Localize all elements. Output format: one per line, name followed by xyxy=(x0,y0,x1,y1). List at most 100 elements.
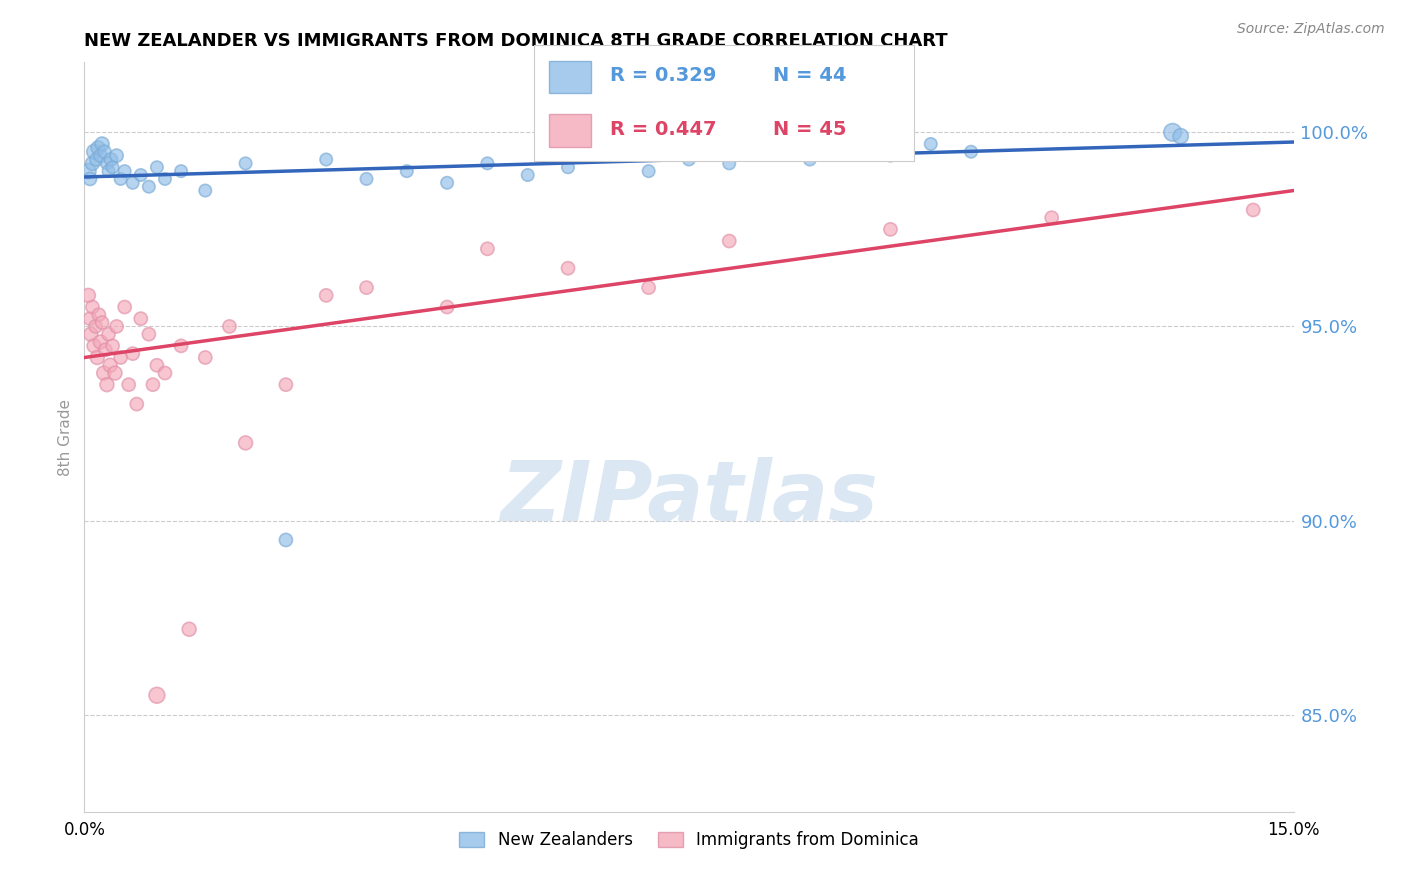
Point xyxy=(218,319,240,334)
Point xyxy=(105,148,128,162)
Point xyxy=(315,288,337,302)
Bar xyxy=(550,61,591,94)
Point xyxy=(121,176,143,190)
Point xyxy=(146,358,169,372)
Point xyxy=(83,339,105,353)
Point xyxy=(146,688,169,702)
Point xyxy=(86,153,108,167)
Point xyxy=(101,161,124,175)
Point xyxy=(125,397,148,411)
Point xyxy=(879,222,901,236)
Point xyxy=(557,261,579,276)
Point xyxy=(557,161,579,175)
Text: ZIPatlas: ZIPatlas xyxy=(501,457,877,538)
Point xyxy=(114,300,136,314)
Text: N = 45: N = 45 xyxy=(773,120,846,139)
Point xyxy=(142,377,165,392)
Point xyxy=(138,179,160,194)
Point xyxy=(91,136,114,151)
Point xyxy=(121,346,143,360)
Point xyxy=(114,164,136,178)
Point xyxy=(356,172,378,186)
Point xyxy=(89,148,111,162)
Point xyxy=(118,377,141,392)
Point xyxy=(97,327,120,342)
Point xyxy=(274,377,297,392)
Point xyxy=(235,156,257,170)
Point xyxy=(100,153,122,167)
Point xyxy=(96,156,118,170)
Point xyxy=(96,377,118,392)
Point xyxy=(395,164,418,178)
Point xyxy=(637,164,659,178)
Point xyxy=(356,280,378,294)
Point xyxy=(79,172,101,186)
Point xyxy=(77,164,100,178)
Point xyxy=(86,351,108,365)
Point xyxy=(194,184,217,198)
Point xyxy=(235,436,257,450)
Point xyxy=(146,161,169,175)
Point xyxy=(315,153,337,167)
Point xyxy=(105,319,128,334)
Point xyxy=(101,339,124,353)
Point xyxy=(960,145,983,159)
Text: N = 44: N = 44 xyxy=(773,66,846,86)
Point xyxy=(477,156,499,170)
Point xyxy=(80,327,103,342)
Point xyxy=(1241,202,1264,217)
Point xyxy=(110,351,132,365)
Point xyxy=(516,168,538,182)
Point xyxy=(129,311,152,326)
Point xyxy=(129,168,152,182)
Point xyxy=(179,622,201,636)
Point xyxy=(1170,129,1192,144)
Point xyxy=(1040,211,1063,225)
Point xyxy=(82,156,104,170)
Point xyxy=(718,156,741,170)
Text: R = 0.447: R = 0.447 xyxy=(610,120,717,139)
Point xyxy=(637,280,659,294)
Point xyxy=(94,343,117,357)
Point xyxy=(436,300,458,314)
Point xyxy=(89,334,111,349)
Point xyxy=(274,533,297,547)
Point xyxy=(153,172,176,186)
Point xyxy=(77,288,100,302)
Point xyxy=(436,176,458,190)
Point xyxy=(79,311,101,326)
Point xyxy=(83,145,105,159)
Point xyxy=(170,164,193,178)
Point xyxy=(153,366,176,380)
Point xyxy=(758,145,780,159)
Point xyxy=(799,153,821,167)
Point xyxy=(110,172,132,186)
Point xyxy=(91,316,114,330)
Point xyxy=(920,136,942,151)
Point xyxy=(477,242,499,256)
Y-axis label: 8th Grade: 8th Grade xyxy=(58,399,73,475)
Point xyxy=(598,148,620,162)
Point xyxy=(170,339,193,353)
Point xyxy=(104,366,127,380)
Point xyxy=(194,351,217,365)
Point xyxy=(839,141,862,155)
Point xyxy=(879,148,901,162)
Bar xyxy=(550,114,591,146)
Point xyxy=(82,300,104,314)
Point xyxy=(93,366,115,380)
Legend: New Zealanders, Immigrants from Dominica: New Zealanders, Immigrants from Dominica xyxy=(453,824,925,855)
Text: NEW ZEALANDER VS IMMIGRANTS FROM DOMINICA 8TH GRADE CORRELATION CHART: NEW ZEALANDER VS IMMIGRANTS FROM DOMINIC… xyxy=(84,32,948,50)
Point xyxy=(138,327,160,342)
Point xyxy=(84,319,107,334)
Point xyxy=(87,308,110,322)
Text: R = 0.329: R = 0.329 xyxy=(610,66,717,86)
Point xyxy=(98,358,121,372)
Point xyxy=(678,153,700,167)
Point xyxy=(1161,125,1184,139)
Point xyxy=(93,145,115,159)
Point xyxy=(97,164,120,178)
Point xyxy=(87,141,110,155)
Text: Source: ZipAtlas.com: Source: ZipAtlas.com xyxy=(1237,22,1385,37)
Point xyxy=(718,234,741,248)
